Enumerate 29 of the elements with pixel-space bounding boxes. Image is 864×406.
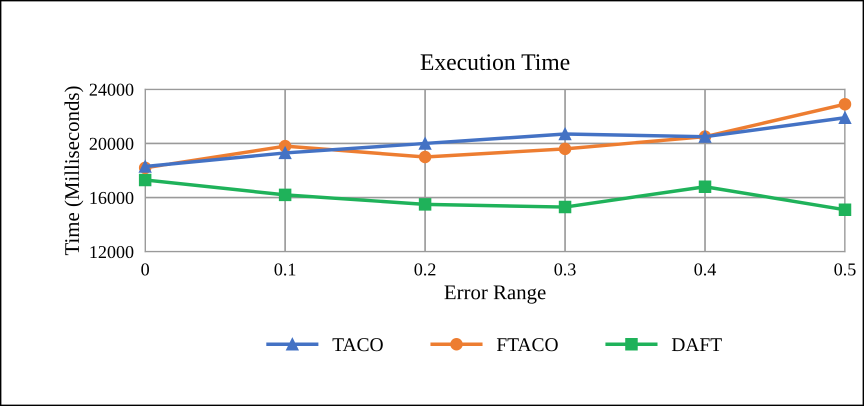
y-tick-label: 20000 xyxy=(90,138,134,150)
legend-label: TACO xyxy=(332,338,383,352)
x-tick-label: 0.4 xyxy=(694,263,716,276)
point xyxy=(838,111,852,124)
chart-title: Execution Time xyxy=(420,54,570,70)
y-axis-title: Time (Milliseconds) xyxy=(64,86,84,256)
point xyxy=(838,98,852,110)
x-tick-label: 0.1 xyxy=(274,263,296,276)
point xyxy=(278,146,292,160)
point xyxy=(838,204,852,216)
point xyxy=(558,200,572,214)
x-tick-label: 0.3 xyxy=(554,263,576,276)
y-tick-label: 16000 xyxy=(90,192,134,204)
point xyxy=(698,180,712,194)
y-tick-label: 24000 xyxy=(90,84,134,96)
legend-label: DAFT xyxy=(672,338,722,352)
y-tick-label: 12000 xyxy=(90,246,134,258)
legend-label: FTACO xyxy=(496,338,558,352)
point xyxy=(558,128,572,140)
point xyxy=(278,188,292,202)
x-tick-label: 0 xyxy=(141,263,149,276)
point xyxy=(418,137,432,150)
point xyxy=(558,142,572,156)
x-tick-label: 0.5 xyxy=(834,263,856,276)
point xyxy=(418,150,432,164)
point xyxy=(138,174,152,186)
x-tick-label: 0.2 xyxy=(414,263,436,276)
x-axis-title: Error Range xyxy=(444,286,546,304)
point xyxy=(418,198,432,211)
